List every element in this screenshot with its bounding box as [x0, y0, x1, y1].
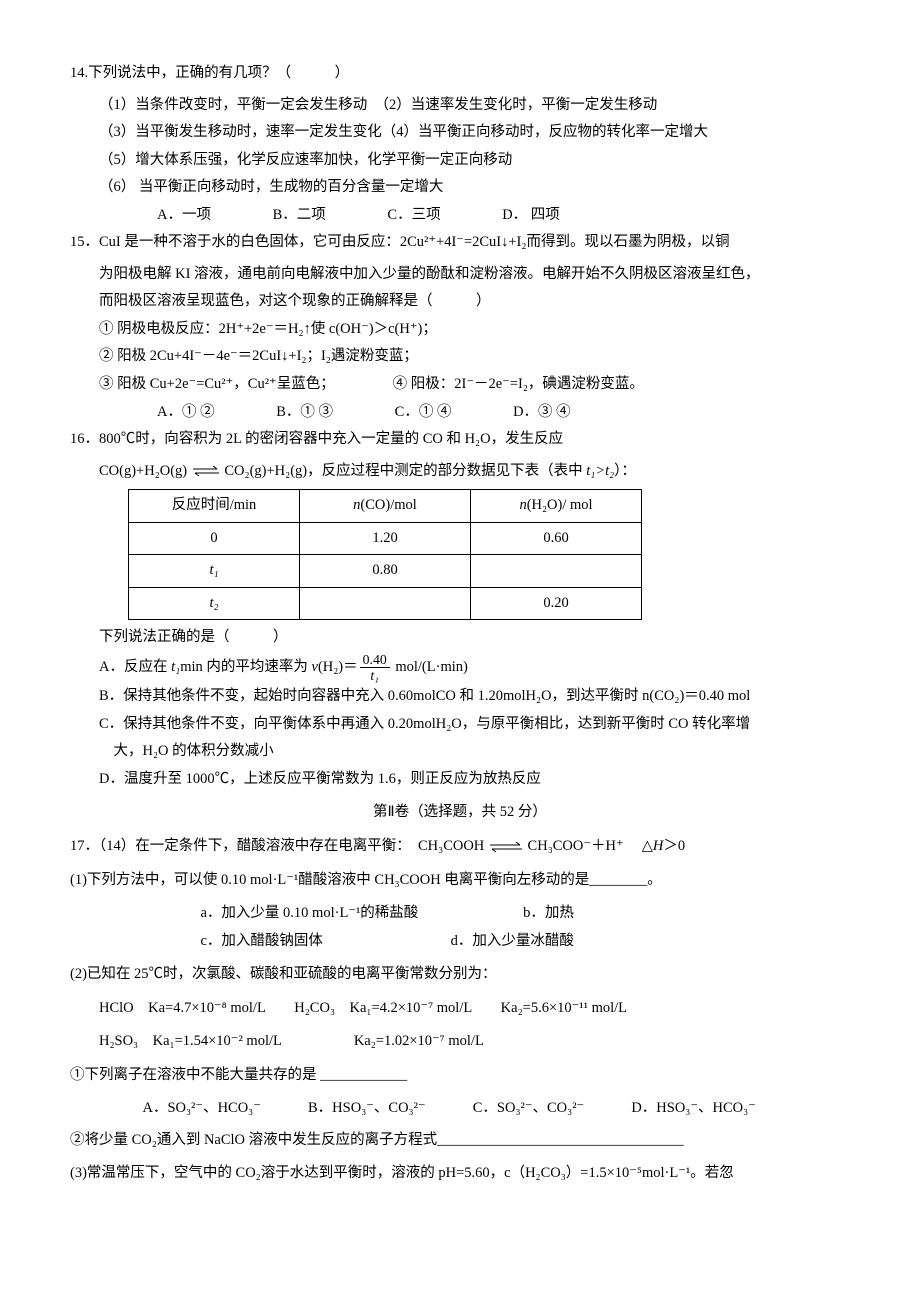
q16-r3c2: [300, 587, 471, 620]
q15-optD: D．③ ④: [513, 399, 571, 427]
q17-p2-line2: H₂SO₃ Ka₁=1.54×10⁻² mol/L Ka₂=1.02×10⁻⁷ …: [70, 1028, 850, 1056]
q16-stem-eq-left: CO(g)+H₂O(g): [99, 463, 187, 479]
table-row: t₂ 0.20: [129, 587, 642, 620]
q14-stem: 14.下列说法中，正确的有几项？（ ）: [70, 60, 850, 88]
q16-th-time: 反应时间/min: [129, 490, 300, 523]
q15-choice1: ① 阴极电极反应：2H⁺+2e⁻＝H₂↑使 c(OH⁻)＞c(H⁺)；: [70, 316, 850, 344]
q16-optD: D．温度升至 1000℃，上述反应平衡常数为 1.6，则正反应为放热反应: [70, 766, 850, 794]
q16-optB: B．保持其他条件不变，起始时向容器中充入 0.60molCO 和 1.20mol…: [70, 683, 850, 711]
section2-title: 第Ⅱ卷（选择题，共 52 分）: [70, 799, 850, 827]
q14-sub3: （5）增大体系压强，化学反应速率加快，化学平衡一定正向移动: [70, 147, 850, 175]
q16-r3c1: t₂: [129, 587, 300, 620]
q16-optA: A．反应在 t₁min 内的平均速率为 v(H₂)＝0.40t₁ mol/(L·…: [70, 652, 850, 683]
q17-p1: (1)下列方法中，可以使 0.10 mol·L⁻¹醋酸溶液中 CH₃COOH 电…: [70, 867, 850, 895]
q16-r3c3: 0.20: [471, 587, 642, 620]
table-row: 反应时间/min n(CO)/mol n(H₂O)/ mol: [129, 490, 642, 523]
q16-stem-line2: CO(g)+H₂O(g) CO₂(g)+H₂(g)，反应过程中测定的部分数据见下…: [70, 458, 850, 486]
q17-p2-q1: ①下列离子在溶液中不能大量共存的是 ____________: [70, 1062, 850, 1090]
q16-r1c1: 0: [129, 522, 300, 555]
q15-stem-line1: 15．CuI 是一种不溶于水的白色固体，它可由反应：2Cu²⁺+4I⁻=2CuI…: [70, 229, 850, 257]
q17-p2-optC: C．SO₃²⁻、CO₃²⁻: [473, 1095, 584, 1123]
q15-stem-line2: 为阳极电解 KI 溶液，通电前向电解液中加入少量的酚酞和淀粉溶液。电解开始不久阴…: [70, 261, 850, 289]
q17-stem: 17．（14）在一定条件下，醋酸溶液中存在电离平衡： CH₃COOH CH₃CO…: [70, 833, 850, 861]
q15-choice4: ④ 阳极：2I⁻－2e⁻=I₂，碘遇淀粉变蓝。: [393, 376, 644, 392]
q15-stem-line3: 而阳极区溶液呈现蓝色，对这个现象的正确解释是（ ）: [70, 288, 850, 316]
q14-optB: B．二项: [273, 202, 326, 230]
q15-choice2: ② 阳极 2Cu+4I⁻－4e⁻＝2CuI↓+I₂；I₂遇淀粉变蓝；: [70, 343, 850, 371]
q16-r1c2: 1.20: [300, 522, 471, 555]
q15-options: A．① ② B．① ③ C．① ④ D．③ ④: [70, 399, 850, 427]
q16-th-h2o: n(H₂O)/ mol: [471, 490, 642, 523]
q17-p1-row2: c．加入醋酸钠固体 d．加入少量冰醋酸: [70, 928, 850, 956]
q16-table: 反应时间/min n(CO)/mol n(H₂O)/ mol 0 1.20 0.…: [128, 489, 642, 620]
q16-r2c1: t₁: [129, 555, 300, 588]
q14-sub1: （1）当条件改变时，平衡一定会发生移动 （2）当速率发生变化时，平衡一定发生移动: [70, 92, 850, 120]
q14-optC: C．三项: [387, 202, 440, 230]
q14-options: A．一项 B．二项 C．三项 D． 四项: [70, 202, 850, 230]
q17-p2: (2)已知在 25℃时，次氯酸、碳酸和亚硫酸的电离平衡常数分别为：: [70, 961, 850, 989]
q16-optC-line2: 大，H₂O 的体积分数减小: [70, 738, 850, 766]
q15-optA: A．① ②: [157, 399, 215, 427]
q17-p2-optA: A．SO₃²⁻、HCO₃⁻: [143, 1095, 261, 1123]
q15-choice3: ③ 阳极 Cu+2e⁻=Cu²⁺，Cu²⁺呈蓝色；: [99, 371, 389, 399]
q16-stem-t1t2: t₁>t₂: [586, 463, 614, 479]
q17-p2-q1-options: A．SO₃²⁻、HCO₃⁻ B．HSO₃⁻、CO₃²⁻ C．SO₃²⁻、CO₃²…: [70, 1095, 850, 1123]
equilibrium-arrow-icon: [191, 466, 221, 476]
q16-stem-end: ）：: [614, 463, 636, 479]
q17-p3: (3)常温常压下，空气中的 CO₂溶于水达到平衡时，溶液的 pH=5.60，c（…: [70, 1160, 850, 1188]
q16-after-table: 下列说法正确的是（ ）: [70, 624, 850, 652]
equilibrium-arrow-icon: [488, 842, 524, 852]
q17-p2-optB: B．HSO₃⁻、CO₃²⁻: [308, 1095, 426, 1123]
q14-optD: D． 四项: [502, 202, 560, 230]
q15-optC: C．① ④: [395, 399, 452, 427]
fraction: 0.40t₁: [360, 652, 390, 683]
q14-optA: A．一项: [157, 202, 211, 230]
q16-r2c2: 0.80: [300, 555, 471, 588]
q16-th-co: n(CO)/mol: [300, 490, 471, 523]
table-row: 0 1.20 0.60: [129, 522, 642, 555]
q16-stem-eq-right: CO₂(g)+H₂(g)，反应过程中测定的部分数据见下表（表中: [224, 463, 586, 479]
q16-optC-line1: C．保持其他条件不变，向平衡体系中再通入 0.20molH₂O，与原平衡相比，达…: [70, 711, 850, 739]
q17-p2-line1: HClO Ka=4.7×10⁻⁸ mol/L H₂CO₃ Ka₁=4.2×10⁻…: [70, 995, 850, 1023]
q15-choice34: ③ 阳极 Cu+2e⁻=Cu²⁺，Cu²⁺呈蓝色； ④ 阳极：2I⁻－2e⁻=I…: [70, 371, 850, 399]
q16-stem-line1: 16．800℃时，向容积为 2L 的密闭容器中充入一定量的 CO 和 H₂O，发…: [70, 426, 850, 454]
q17-p1c: c．加入醋酸钠固体: [201, 928, 448, 956]
q16-r1c3: 0.60: [471, 522, 642, 555]
q17-p2-q2: ②将少量 CO₂通入到 NaClO 溶液中发生反应的离子方程式_________…: [70, 1127, 850, 1155]
q16-r2c3: [471, 555, 642, 588]
q14-sub2: （3）当平衡发生移动时，速率一定发生变化（4）当平衡正向移动时，反应物的转化率一…: [70, 119, 850, 147]
q17-p1-row1: a．加入少量 0.10 mol·L⁻¹的稀盐酸 b．加热: [70, 900, 850, 928]
q17-p2-optD: D．HSO₃⁻、HCO₃⁻: [631, 1095, 756, 1123]
q17-p1a: a．加入少量 0.10 mol·L⁻¹的稀盐酸: [201, 900, 520, 928]
q17-p1d: d．加入少量冰醋酸: [451, 933, 574, 949]
q17-p1b: b．加热: [523, 905, 574, 921]
table-row: t₁ 0.80: [129, 555, 642, 588]
q15-optB: B．① ③: [276, 399, 333, 427]
q14-sub4: （6） 当平衡正向移动时，生成物的百分含量一定增大: [70, 174, 850, 202]
